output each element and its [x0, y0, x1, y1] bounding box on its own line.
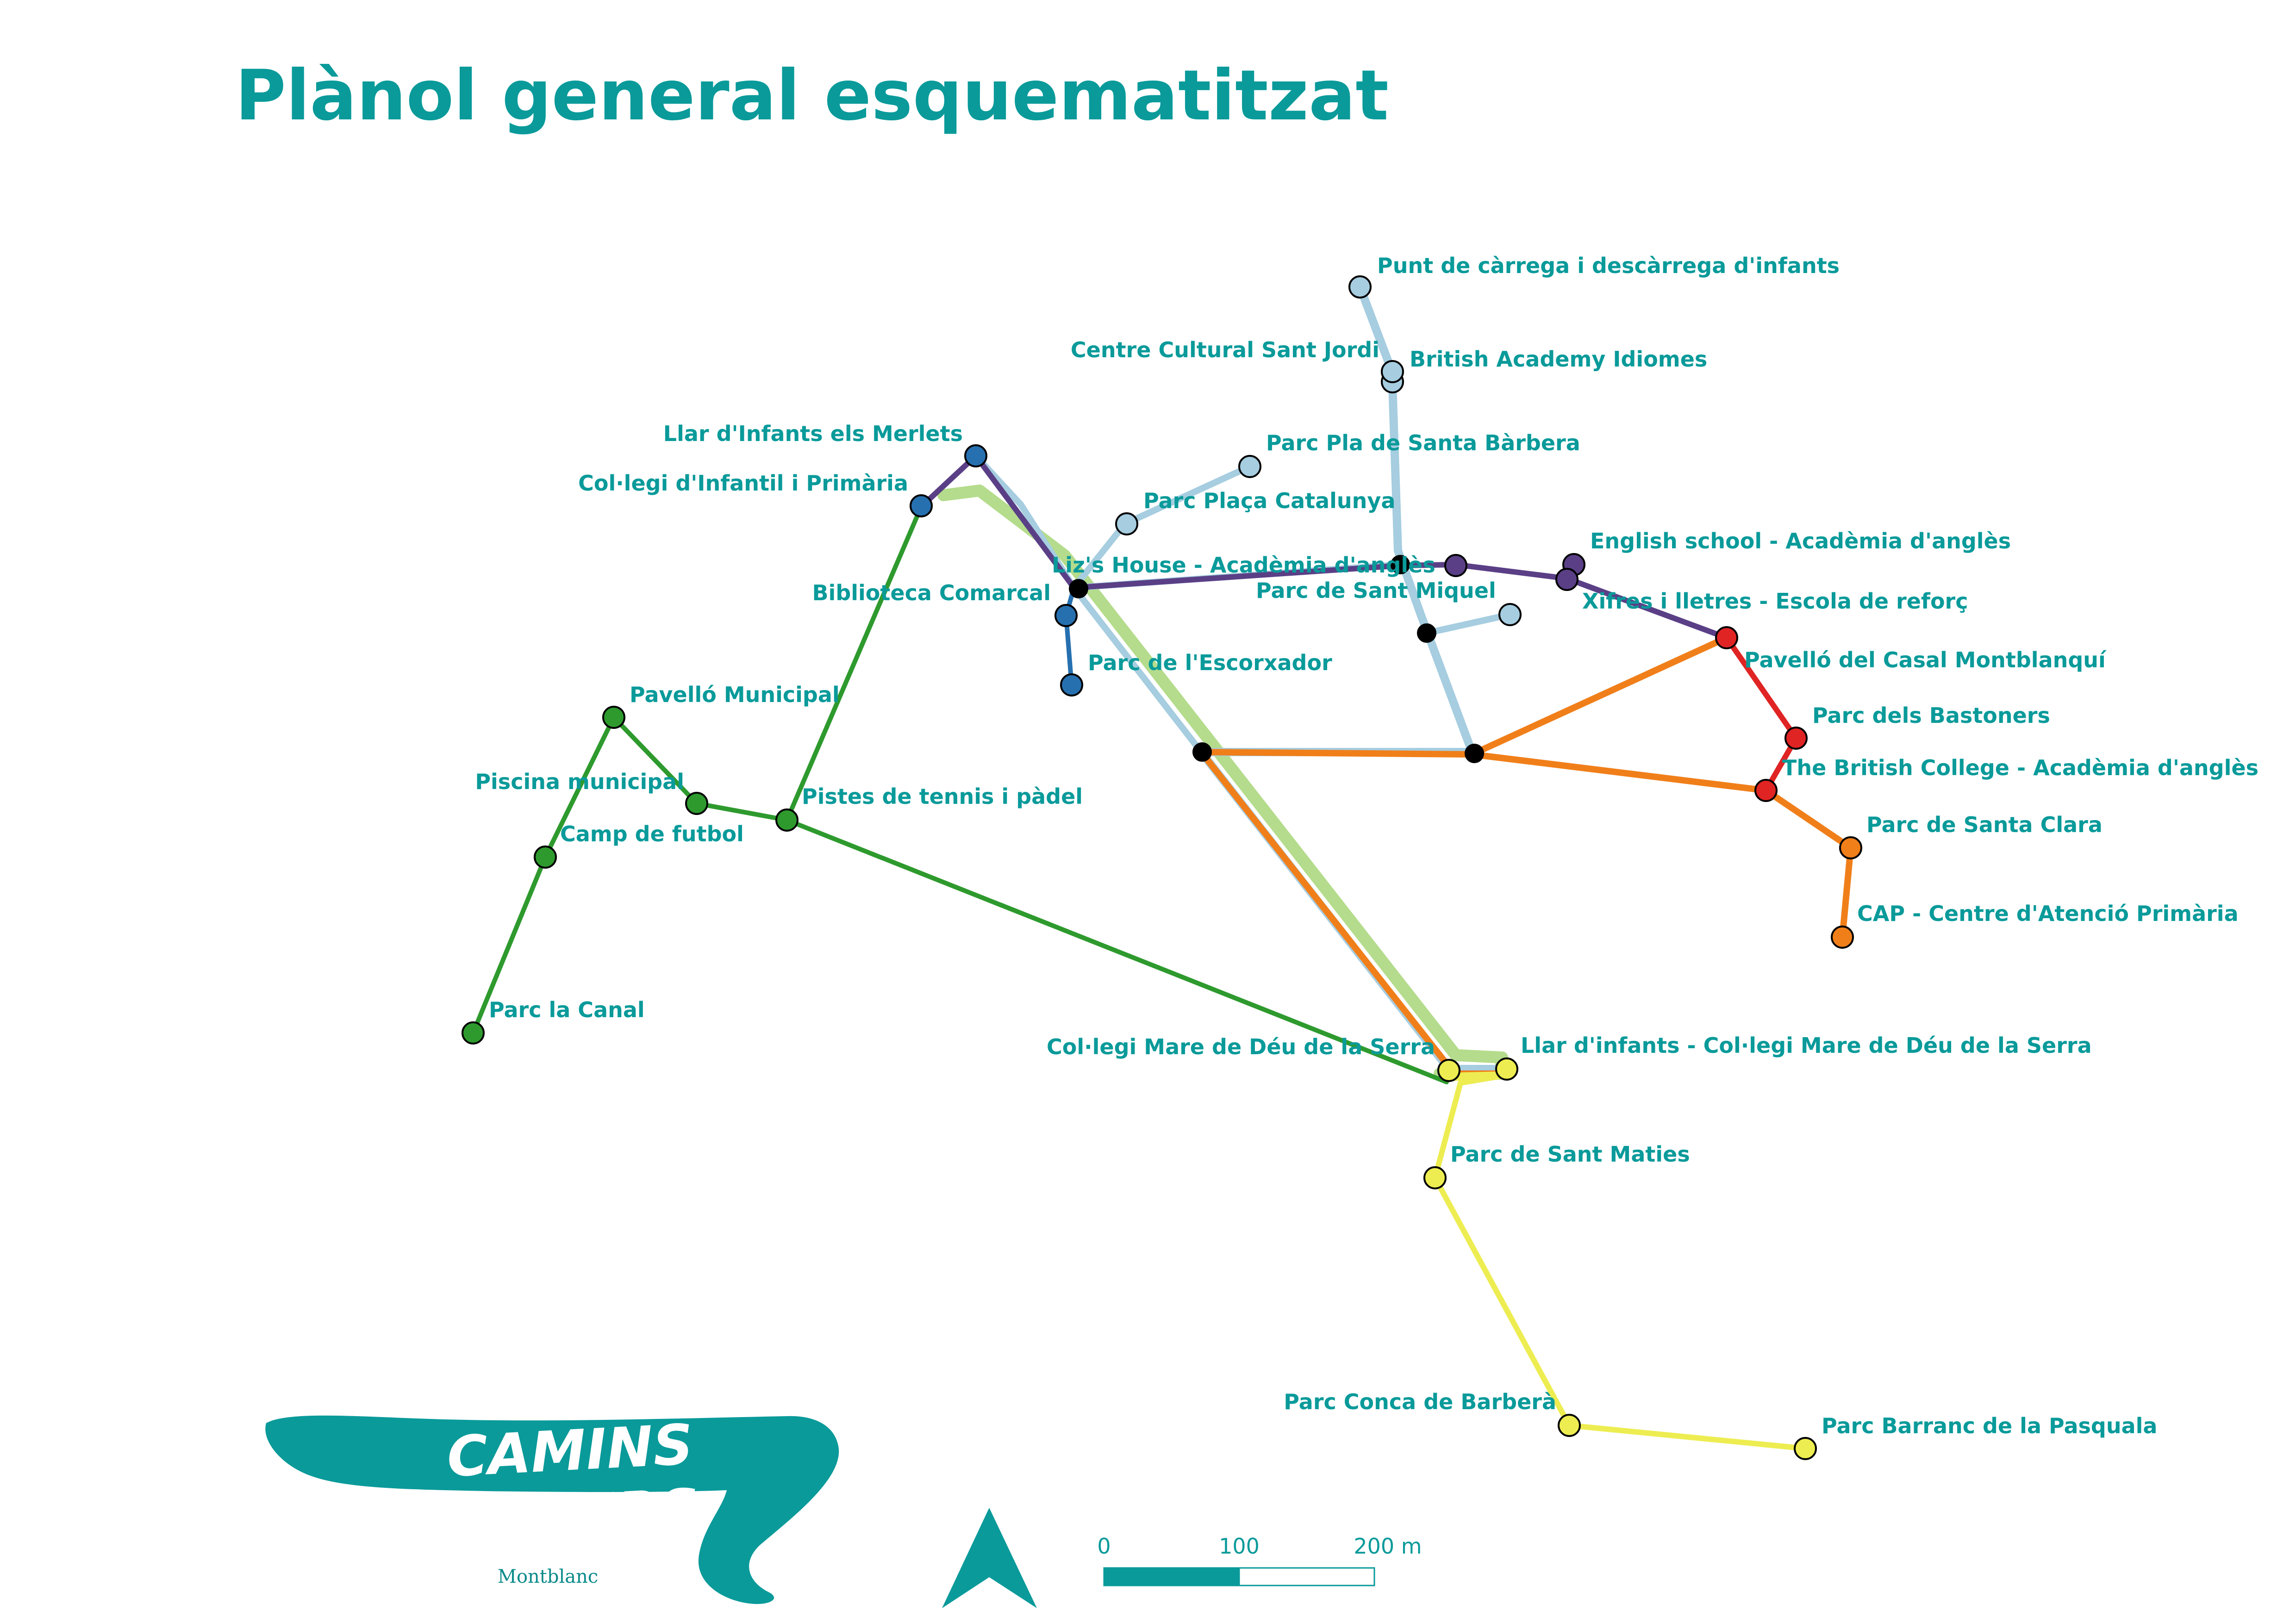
stop-label-parc-bastoners: Parc dels Bastoners [1812, 703, 2050, 728]
stop-marker-biblioteca[interactable] [1054, 604, 1078, 627]
stop-marker-pavello-casal[interactable] [1715, 626, 1738, 649]
logo-line-1: CAMINS [445, 1412, 694, 1490]
route-purple-b [1564, 576, 1729, 640]
route-light-blue-d [973, 453, 1204, 755]
stop-marker-llar-mare-deu[interactable] [1495, 1057, 1518, 1081]
stop-marker-parc-conca[interactable] [1558, 1414, 1581, 1437]
stop-marker-collegi-infantil[interactable] [910, 494, 933, 517]
stop-marker-llar-merlets[interactable] [964, 444, 987, 467]
scale-label-100: 100 [1219, 1534, 1260, 1559]
route-orange-b [1469, 751, 1854, 940]
stop-label-parc-santa-barbera: Parc Pla de Santa Bàrbera [1266, 430, 1580, 455]
junction-node [1465, 744, 1484, 763]
route-lines [471, 283, 1854, 1451]
stop-marker-british-college[interactable] [1754, 779, 1778, 802]
stop-labels: Punt de càrrega i descàrrega d'infants C… [475, 253, 2259, 1438]
north-arrow-icon [942, 1508, 1037, 1608]
logo-brush-shape [265, 1415, 839, 1604]
stop-marker-pistes-tennis[interactable] [775, 808, 799, 832]
stop-label-punt-carrega: Punt de càrrega i descàrrega d'infants [1377, 253, 1840, 278]
route-light-blue [1197, 283, 1504, 1073]
stop-marker-parc-canal[interactable] [462, 1021, 485, 1045]
junction-node [1391, 555, 1410, 574]
stop-marker-parc-santa-barbera[interactable] [1238, 455, 1261, 478]
stop-label-pavello-casal: Pavelló del Casal Montblanquí [1744, 647, 2107, 672]
stop-marker-parc-catalunya[interactable] [1115, 512, 1138, 535]
north-arrow-icon-shape [942, 1508, 1037, 1608]
stop-label-piscina: Piscina municipal [475, 769, 684, 794]
route-orange [1198, 634, 1730, 1070]
stop-label-parc-sant-miquel: Parc de Sant Miquel [1256, 578, 1496, 603]
stop-label-pistes-tennis: Pistes de tennis i pàdel [802, 784, 1083, 809]
stop-label-parc-conca: Parc Conca de Barberà [1284, 1389, 1556, 1414]
stop-label-parc-barranc: Parc Barranc de la Pasquala [1822, 1413, 2157, 1438]
stop-marker-parc-escorxador[interactable] [1060, 673, 1083, 696]
logo-town-name: Montblanc [498, 1566, 598, 1587]
stop-marker-cap[interactable] [1831, 926, 1854, 949]
stop-label-collegi-mare-deu: Col·legi Mare de Déu de la Serra [1047, 1034, 1435, 1059]
junction-node [1417, 623, 1436, 643]
scale-bar-filled-segment [1103, 1567, 1240, 1586]
stop-label-camp-futbol: Camp de futbol [560, 821, 744, 846]
stop-marker-parc-santa-clara[interactable] [1839, 836, 1862, 859]
stop-label-parc-catalunya: Parc Plaça Catalunya [1143, 488, 1395, 513]
page-title: Plànol general esquematitzat [235, 56, 1389, 136]
stop-label-xifres: Xifres i lletres - Escola de reforç [1582, 589, 1968, 614]
stop-marker-piscina[interactable] [685, 792, 708, 815]
stop-markers [462, 275, 1862, 1460]
junction-node [1069, 579, 1088, 598]
stop-marker-english-school-a[interactable] [1444, 554, 1467, 577]
route-dark-green [471, 504, 923, 1035]
route-light-blue-c [1423, 611, 1513, 636]
stop-label-parc-escorxador: Parc de l'Escorxador [1088, 650, 1332, 675]
scale-label-200: 200 m [1354, 1534, 1422, 1559]
stop-label-parc-sant-maties: Parc de Sant Maties [1450, 1142, 1690, 1167]
stop-marker-camp-futbol[interactable] [534, 846, 557, 869]
stop-label-collegi-infantil: Col·legi d'Infantil i Primària [578, 471, 908, 496]
stop-marker-parc-sant-maties[interactable] [1423, 1166, 1447, 1189]
stop-label-parc-santa-clara: Parc de Santa Clara [1866, 812, 2103, 837]
scale-bar-empty-segment [1238, 1567, 1375, 1586]
stop-label-lizs-house: Liz's House - Acadèmia d'anglès [1052, 553, 1435, 578]
stop-marker-xifres[interactable] [1555, 568, 1578, 591]
stop-label-pavello-municipal: Pavelló Municipal [630, 682, 840, 707]
scale-bar: 0 100 200 m [1097, 1534, 1422, 1586]
scale-label-0: 0 [1097, 1534, 1111, 1559]
stop-marker-parc-barranc[interactable] [1794, 1437, 1817, 1460]
logo-line-2: SEGURS [446, 1477, 701, 1555]
stop-label-british-academy: British Academy Idiomes [1410, 347, 1707, 372]
stop-marker-british-academy[interactable] [1381, 360, 1404, 383]
camins-segurs-logo: CAMINS SEGURS Montblanc [265, 1412, 839, 1604]
stop-label-llar-merlets: Llar d'Infants els Merlets [663, 421, 963, 446]
junction-node [1192, 742, 1212, 762]
stop-marker-parc-sant-miquel[interactable] [1498, 603, 1522, 626]
stop-marker-pavello-municipal[interactable] [602, 706, 625, 729]
stop-label-biblioteca: Biblioteca Comarcal [812, 580, 1051, 605]
stop-label-cap: CAP - Centre d'Atenció Primària [1857, 901, 2239, 926]
stop-label-british-college: The British College - Acadèmia d'anglès [1782, 755, 2259, 780]
stop-label-centre-cultural: Centre Cultural Sant Jordi [1071, 337, 1379, 362]
stop-label-english-school: English school - Acadèmia d'anglès [1590, 529, 2011, 553]
stop-marker-parc-bastoners[interactable] [1784, 727, 1808, 750]
stop-marker-punt-carrega[interactable] [1348, 275, 1372, 298]
stop-label-parc-canal: Parc la Canal [489, 997, 645, 1022]
route-dark-green-b [785, 818, 1449, 1084]
stop-marker-collegi-mare-deu[interactable] [1437, 1059, 1460, 1082]
stop-label-llar-mare-deu: Llar d'infants - Col·legi Mare de Déu de… [1521, 1033, 2092, 1058]
